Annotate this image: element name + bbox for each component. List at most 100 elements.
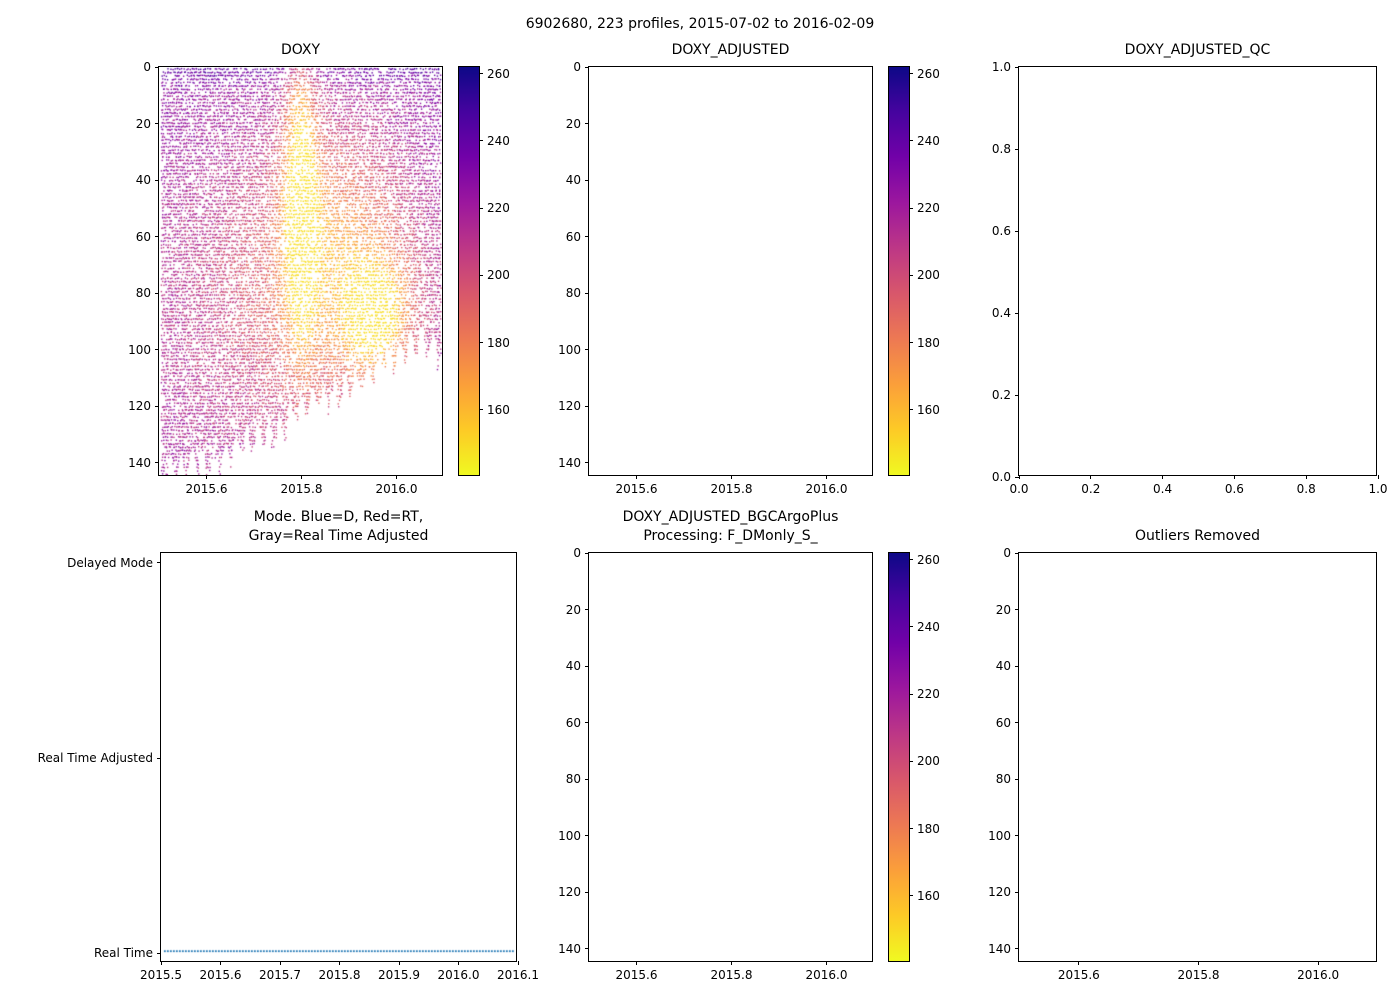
y-tick-mark — [585, 66, 589, 68]
y-tick-label: 120 — [128, 399, 151, 414]
x-tick-label: 2015.6 — [615, 482, 658, 496]
x-tick-label: 2015.6 — [1057, 968, 1100, 982]
y-tick-mark — [1015, 778, 1019, 780]
axes-doxy-adjusted-title: DOXY_ADJUSTED — [671, 42, 790, 59]
x-tick-label: 0.8 — [1296, 482, 1316, 496]
y-tick-mark — [1015, 552, 1019, 554]
colorbar-tick-mark — [909, 693, 913, 695]
y-tick-mark — [585, 179, 589, 181]
colorbar-tick-mark — [909, 207, 913, 209]
y-tick-label: 80 — [565, 286, 581, 301]
y-tick-mark — [155, 123, 159, 125]
y-tick-label: 120 — [558, 885, 581, 900]
y-tick-label: 60 — [565, 229, 581, 244]
x-tick-label: 2016.0 — [805, 968, 848, 982]
x-tick-label: 0.6 — [1224, 482, 1244, 496]
colorbar-tick-mark — [479, 274, 483, 276]
axes-doxy-title: DOXY — [280, 42, 321, 59]
colorbar-tick-mark — [909, 140, 913, 142]
x-tick-mark — [731, 475, 732, 479]
x-tick-label: 2015.6 — [199, 968, 242, 982]
x-tick-label: 0.2 — [1081, 482, 1101, 496]
y-tick-label: 120 — [988, 885, 1011, 900]
colorbar-tick-label: 260 — [917, 552, 940, 567]
y-tick-label: 1.0 — [991, 60, 1011, 74]
y-tick-mark — [585, 948, 589, 950]
colorbar-tick-label: 180 — [917, 821, 940, 836]
y-tick-mark — [585, 349, 589, 351]
axes-bgc-argo-plus-title: DOXY_ADJUSTED_BGCArgoPlus Processing: F_… — [622, 508, 839, 545]
y-tick-mark — [1015, 230, 1019, 232]
y-tick-mark — [585, 123, 589, 125]
y-tick-mark — [585, 405, 589, 407]
colorbar-tick-mark — [479, 409, 483, 411]
y-tick-mark — [155, 236, 159, 238]
x-tick-label: 2016.0 — [1297, 968, 1340, 982]
x-tick-mark — [398, 961, 400, 965]
x-tick-label: 2016.0 — [805, 482, 848, 496]
axes-outliers-removed-title: Outliers Removed — [1135, 528, 1260, 545]
y-tick-label: 0.4 — [991, 306, 1011, 320]
y-tick-label: 80 — [565, 772, 581, 787]
x-tick-mark — [1018, 475, 1020, 479]
y-tick-mark — [585, 292, 589, 294]
colorbar-tick-mark — [909, 342, 913, 344]
y-tick-label: 60 — [565, 715, 581, 730]
colorbar-tick-label: 220 — [917, 687, 940, 702]
y-tick-mark — [585, 835, 589, 837]
colorbar-tick-label: 240 — [487, 133, 510, 148]
x-tick-label: 0.4 — [1153, 482, 1173, 496]
colorbar-tick-mark — [909, 760, 913, 762]
y-tick-label: 140 — [128, 455, 151, 470]
axes-doxy-adjusted-qc-title: DOXY_ADJUSTED_QC — [1124, 42, 1271, 59]
y-tick-label: 40 — [995, 659, 1011, 674]
y-tick-mark — [1015, 66, 1019, 68]
x-tick-label: 2015.6 — [615, 968, 658, 982]
colorbar-tick-label: 260 — [487, 66, 510, 81]
colorbar-tick-mark — [909, 409, 913, 411]
x-tick-label: 0.0 — [1009, 482, 1029, 496]
x-tick-label: 2015.9 — [378, 968, 420, 982]
doxy-adjusted-colorbar: 160 180 200 220 240 260 — [888, 66, 940, 476]
colorbar-tick-mark — [479, 207, 483, 209]
colorbar-tick-label: 200 — [917, 754, 940, 769]
x-tick-label: 2015.8 — [710, 482, 753, 496]
y-tick-mark — [157, 757, 161, 759]
y-tick-mark — [1015, 665, 1019, 667]
axes-mode-title: Mode. Blue=D, Red=RT, Gray=Real Time Adj… — [248, 508, 429, 545]
y-tick-label: 120 — [558, 399, 581, 414]
x-tick-mark — [636, 475, 637, 479]
y-tick-label: 140 — [988, 941, 1011, 956]
colorbar-tick-label: 160 — [487, 402, 510, 417]
x-tick-label: 2015.8 — [710, 968, 753, 982]
colorbar-tick-label: 180 — [487, 335, 510, 350]
y-tick-mark — [585, 609, 589, 611]
x-tick-mark — [1078, 961, 1080, 965]
x-tick-mark — [1233, 475, 1235, 479]
y-tick-label: 140 — [558, 455, 581, 470]
colorbar-tick-label: 240 — [917, 133, 940, 148]
colorbar-tick-mark — [909, 895, 913, 897]
y-tick-mark — [1015, 609, 1019, 611]
y-tick-mark — [155, 179, 159, 181]
y-tick-mark — [155, 66, 159, 68]
axes-doxy-adjusted-qc: DOXY_ADJUSTED_QC 0.0 0.2 0.4 0.6 0.8 1.0 1.0 0.… — [992, 42, 1388, 496]
x-tick-mark — [826, 961, 827, 965]
y-tick-label: 20 — [135, 116, 151, 131]
x-tick-mark — [1305, 475, 1307, 479]
x-tick-label: 2015.8 — [1177, 968, 1220, 982]
y-tick-label: 0.0 — [991, 470, 1011, 484]
colorbar-tick-label: 200 — [487, 268, 510, 283]
x-tick-mark — [458, 961, 459, 965]
x-tick-label: 2015.8 — [280, 482, 323, 496]
colorbar-tick-mark — [479, 140, 483, 142]
y-tick-label: 60 — [135, 229, 151, 244]
y-tick-label: Delayed Mode — [67, 555, 153, 570]
y-tick-label: 60 — [995, 715, 1011, 730]
x-tick-mark — [517, 961, 519, 965]
y-tick-mark — [1015, 948, 1019, 950]
y-tick-label: 20 — [995, 602, 1011, 617]
y-tick-label: 80 — [135, 286, 151, 301]
x-tick-label: 2015.7 — [259, 968, 301, 982]
